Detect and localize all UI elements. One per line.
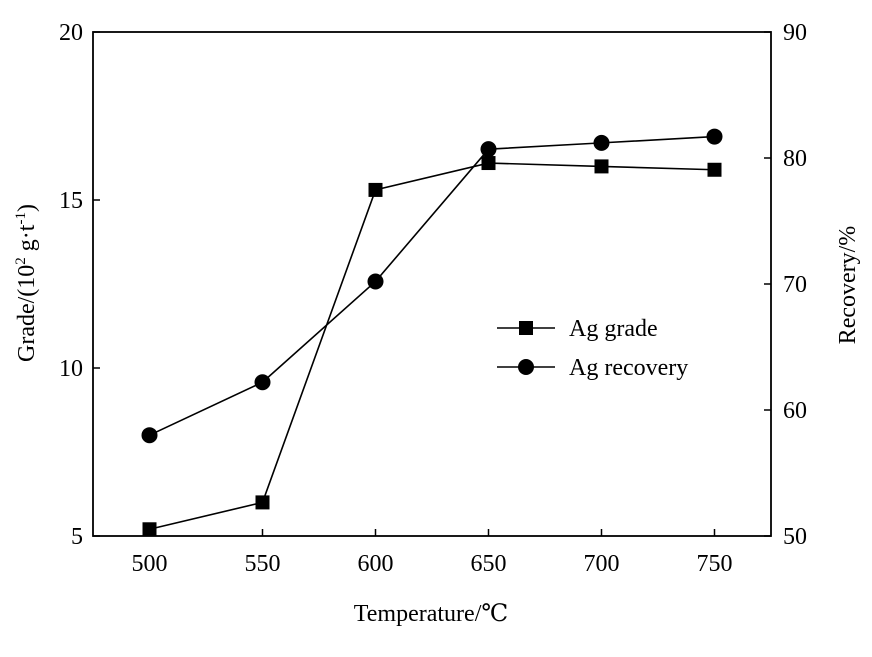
point-ag-grade: [594, 159, 609, 174]
legend-square-marker: [519, 321, 533, 335]
series-line-ag-grade: [149, 162, 715, 531]
point-ag-recovery: [367, 273, 384, 290]
right-y-tick-label: 70: [783, 272, 807, 298]
right-y-tick-label: 80: [783, 146, 807, 172]
legend-circle-marker: [518, 359, 534, 375]
x-tick-label: 700: [584, 551, 620, 577]
point-ag-grade: [142, 522, 157, 537]
x-axis-title: Temperature/℃: [354, 601, 508, 627]
series-line-ag-recovery: [149, 135, 715, 436]
left-y-axis-title: Grade/(102 g·t-1): [13, 204, 40, 362]
legend-item-ag-recovery: Ag recovery: [497, 355, 688, 381]
x-tick-label: 600: [358, 551, 394, 577]
axes: 500 550 600 650 700 750 5 10 15 20 50 60 70 80 90: [59, 20, 807, 577]
point-ag-recovery: [141, 427, 158, 444]
x-tick-label: 750: [697, 551, 733, 577]
right-y-axis-title: Recovery/%: [835, 226, 861, 345]
point-ag-grade: [707, 162, 722, 177]
x-tick-label: 650: [471, 551, 507, 577]
x-tick-label: 500: [132, 551, 168, 577]
point-ag-grade: [481, 156, 496, 171]
left-y-tick-label: 10: [59, 356, 83, 382]
left-y-tick-label: 15: [59, 188, 83, 214]
point-ag-grade: [368, 182, 383, 197]
legend: Ag grade Ag recovery: [497, 316, 688, 381]
point-ag-grade: [255, 495, 270, 510]
x-tick-label: 550: [245, 551, 281, 577]
right-y-tick-label: 60: [783, 398, 807, 424]
point-ag-recovery: [593, 134, 610, 151]
point-ag-recovery: [480, 141, 497, 158]
left-y-tick-label: 5: [71, 524, 83, 550]
point-ag-recovery: [706, 128, 723, 145]
series-layer: [141, 128, 723, 537]
legend-label-ag-recovery: Ag recovery: [569, 355, 688, 381]
left-y-tick-label: 20: [59, 20, 83, 46]
right-y-tick-label: 90: [783, 20, 807, 46]
point-ag-recovery: [254, 374, 271, 391]
legend-label-ag-grade: Ag grade: [569, 316, 658, 342]
legend-item-ag-grade: Ag grade: [497, 316, 658, 342]
plot-frame: [92, 31, 772, 537]
right-y-tick-label: 50: [783, 524, 807, 550]
